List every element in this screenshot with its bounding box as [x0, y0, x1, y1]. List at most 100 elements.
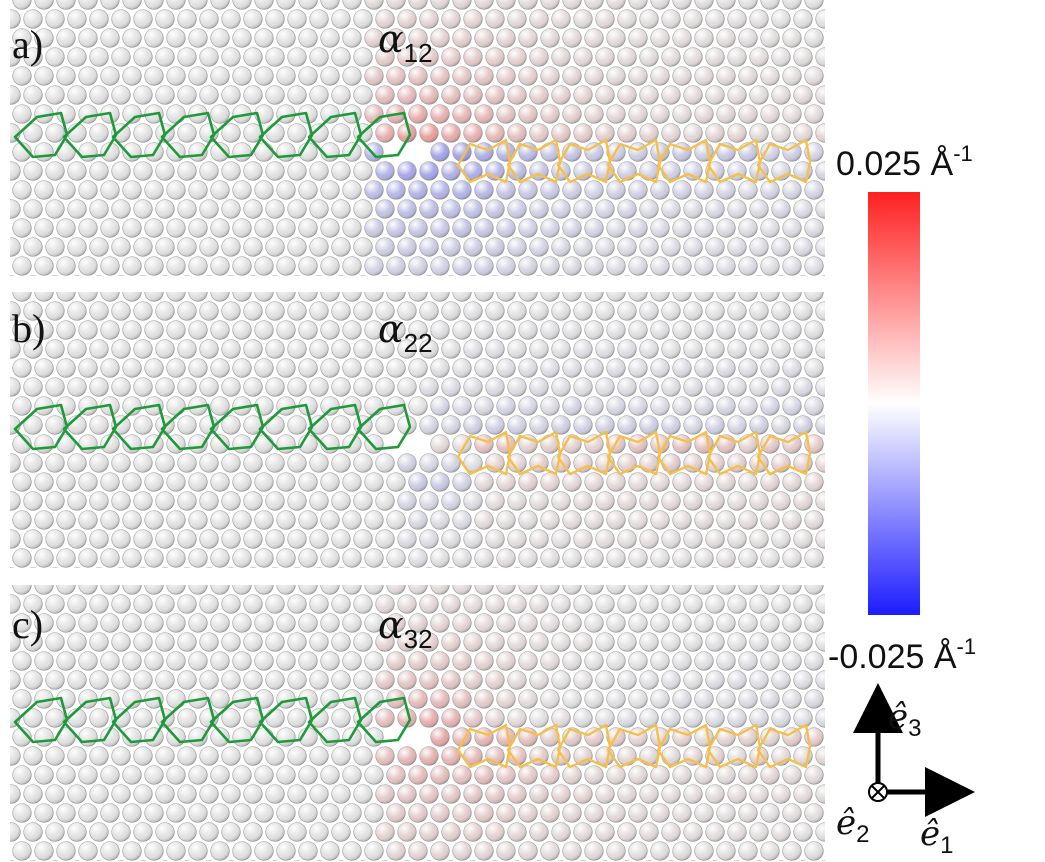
- atom-shade: [0, 766, 9, 785]
- atom-shade: [739, 576, 758, 595]
- atom-shade: [761, 576, 780, 595]
- atom: [827, 219, 846, 238]
- atom-shade: [332, 492, 351, 511]
- atom-shade: [167, 766, 186, 785]
- atom-shade: [354, 48, 373, 67]
- atom-shade: [805, 511, 824, 530]
- atom-shade: [222, 162, 241, 181]
- atom-shade: [409, 257, 428, 276]
- atom-shade: [398, 162, 417, 181]
- atom-shade: [706, 200, 725, 219]
- atom-shade: [343, 614, 362, 633]
- atom-shade: [464, 276, 483, 295]
- atom-shade: [541, 257, 560, 276]
- atom-shade: [222, 48, 241, 67]
- atom: [706, 276, 725, 295]
- atom-shade: [618, 86, 637, 105]
- atom-shade: [607, 397, 626, 416]
- atom: [827, 435, 846, 454]
- atom-shade: [552, 10, 571, 29]
- atom-shade: [464, 568, 483, 587]
- atom-shade: [717, 219, 736, 238]
- atom-shade: [519, 549, 538, 568]
- atom-shade: [46, 162, 65, 181]
- atom-shade: [145, 283, 164, 302]
- atom-shade: [453, 397, 472, 416]
- atom-shade: [673, 219, 692, 238]
- atom-shade: [343, 766, 362, 785]
- atom-shade: [629, 397, 648, 416]
- atom-shade: [354, 162, 373, 181]
- atom-shade: [508, 86, 527, 105]
- atom-shade: [365, 842, 384, 861]
- atom-shade: [794, 530, 813, 549]
- atom-shade: [244, 378, 263, 397]
- atom-shade: [750, 10, 769, 29]
- atom-shade: [321, 766, 340, 785]
- atom-shade: [211, 549, 230, 568]
- atom-shade: [13, 283, 32, 302]
- symbol: ê: [920, 814, 940, 854]
- atom-shade: [57, 614, 76, 633]
- atom-shade: [827, 105, 846, 124]
- atom-shade: [354, 238, 373, 257]
- atom-shade: [13, 652, 32, 671]
- atom: [354, 568, 373, 587]
- atom-shade: [332, 530, 351, 549]
- label-text: -0.025 Å: [828, 638, 957, 676]
- atom-shade: [277, 283, 296, 302]
- atom-shade: [684, 276, 703, 295]
- atom-shade: [101, 283, 120, 302]
- atom-shade: [376, 124, 395, 143]
- atom-shade: [398, 200, 417, 219]
- atom-shade: [35, 728, 54, 747]
- atom-shade: [211, 614, 230, 633]
- atom-shade: [497, 766, 516, 785]
- atom-shade: [343, 29, 362, 48]
- atom-shade: [651, 690, 670, 709]
- atom-shade: [2, 747, 21, 766]
- atom-shade: [398, 747, 417, 766]
- atom-shade: [332, 747, 351, 766]
- atom-shade: [442, 276, 461, 295]
- atom-shade: [585, 397, 604, 416]
- atom-shade: [541, 690, 560, 709]
- atom-shade: [772, 302, 791, 321]
- atom-shade: [145, 473, 164, 492]
- atom-shade: [816, 530, 835, 549]
- atom-shade: [112, 633, 131, 652]
- atom-shade: [453, 766, 472, 785]
- atom-shade: [178, 162, 197, 181]
- atom-shade: [255, 576, 274, 595]
- atom-shade: [35, 804, 54, 823]
- atom-shade: [244, 568, 263, 587]
- atom: [222, 276, 241, 295]
- atom-shade: [101, 766, 120, 785]
- atom-shade: [541, 67, 560, 86]
- atom-shade: [310, 785, 329, 804]
- atom-shade: [805, 549, 824, 568]
- atom-shade: [299, 0, 318, 9]
- atom-shade: [464, 48, 483, 67]
- atom-shade: [167, 804, 186, 823]
- atom-shade: [541, 219, 560, 238]
- atom-shade: [662, 86, 681, 105]
- atom-shade: [541, 766, 560, 785]
- atom-shade: [607, 511, 626, 530]
- atom-shade: [739, 181, 758, 200]
- atom-shade: [90, 568, 109, 587]
- atom-shade: [233, 728, 252, 747]
- atom-shade: [684, 200, 703, 219]
- atom-shade: [398, 86, 417, 105]
- atom: [0, 67, 9, 86]
- atom-shade: [123, 652, 142, 671]
- atom-shade: [574, 633, 593, 652]
- atom: [0, 766, 9, 785]
- atom-shade: [46, 416, 65, 435]
- axis-label: ê1: [920, 814, 953, 859]
- atom-shade: [178, 568, 197, 587]
- atom-shade: [453, 181, 472, 200]
- atom-shade: [90, 378, 109, 397]
- atom-shade: [475, 766, 494, 785]
- atom-shade: [57, 181, 76, 200]
